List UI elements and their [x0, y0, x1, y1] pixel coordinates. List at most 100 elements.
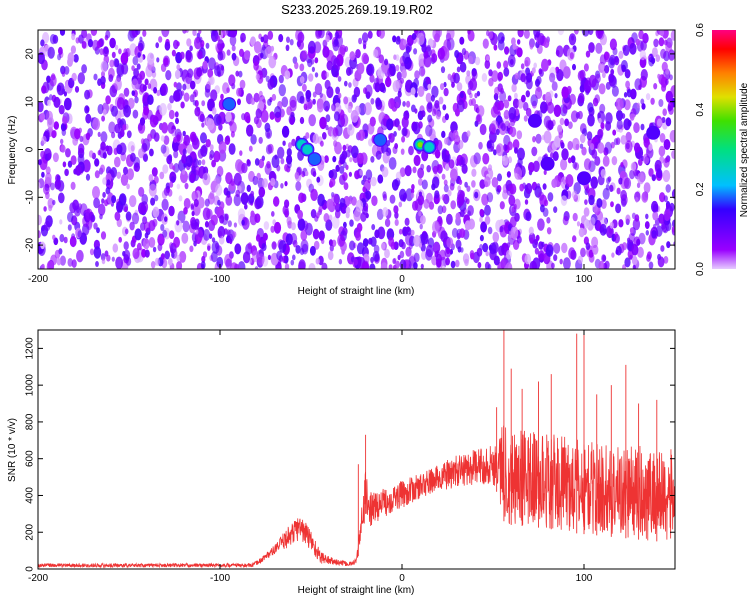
- heatmap-cell: [522, 101, 529, 111]
- heatmap-cell: [656, 118, 663, 127]
- heatmap-cell: [307, 40, 316, 54]
- heatmap-cell: [204, 88, 211, 98]
- heatmap-cell: [345, 206, 351, 215]
- heatmap-cell: [608, 227, 613, 234]
- snr-y-tick-label: 1000: [25, 374, 36, 397]
- heatmap-cell: [516, 47, 523, 58]
- heatmap-cell: [671, 150, 675, 159]
- heatmap-cell: [572, 161, 578, 169]
- heatmap-cell: [553, 206, 558, 214]
- heatmap-cell: [381, 166, 389, 178]
- heatmap-cell: [105, 30, 111, 39]
- heatmap-cell: [588, 42, 595, 53]
- heatmap-cell: [472, 251, 480, 264]
- heatmap-cell: [292, 254, 296, 261]
- heatmap-cell: [113, 58, 119, 68]
- heatmap-cell: [440, 83, 445, 91]
- heatmap-cell: [583, 158, 592, 171]
- heatmap-cell: [537, 218, 545, 231]
- heatmap-cell: [355, 49, 361, 59]
- heatmap-cell: [114, 78, 122, 91]
- heatmap-cell: [350, 109, 359, 123]
- heatmap-cell: [236, 87, 242, 97]
- heatmap-cell: [498, 245, 505, 256]
- heatmap-cell: [313, 240, 320, 250]
- heatmap-cell: [389, 194, 396, 204]
- heatmap-cell: [524, 253, 532, 265]
- heatmap-cell: [58, 46, 63, 55]
- heatmap-cell: [307, 58, 313, 68]
- heatmap-cell: [643, 182, 651, 194]
- heatmap-cell: [391, 179, 399, 191]
- heatmap-cell: [189, 45, 193, 52]
- heatmap-cell: [444, 137, 449, 145]
- heatmap-cell: [100, 164, 105, 173]
- heatmap-cell: [85, 173, 91, 181]
- heatmap-cell: [213, 150, 221, 163]
- heatmap-cell: [164, 41, 171, 51]
- heatmap-cell: [330, 169, 338, 181]
- heatmap-cell: [312, 171, 317, 177]
- heatmap-cell: [559, 59, 567, 72]
- heatmap-cell: [183, 198, 191, 209]
- heatmap-x-tick-label: 0: [399, 274, 405, 285]
- heatmap-cell: [406, 100, 411, 108]
- heatmap-cell: [451, 81, 455, 88]
- heatmap-cell: [397, 254, 401, 261]
- heatmap-cell: [123, 249, 131, 261]
- heatmap-cell: [147, 133, 153, 142]
- snr-y-axis-label: SNR (10 * v/v): [7, 418, 18, 482]
- heatmap-cell: [553, 242, 561, 254]
- heatmap-cell: [65, 148, 71, 158]
- heatmap-cell: [208, 57, 216, 70]
- heatmap-cell: [114, 123, 121, 134]
- heatmap-cell: [658, 213, 665, 224]
- heatmap-cell: [612, 129, 617, 136]
- heatmap-cell: [118, 48, 122, 55]
- heatmap-cell: [119, 129, 125, 138]
- heatmap-cell: [353, 86, 361, 98]
- heatmap-cell: [402, 101, 406, 107]
- heatmap-cell: [658, 145, 666, 157]
- heatmap-cell: [41, 135, 47, 145]
- heatmap-cell: [58, 192, 65, 204]
- heatmap-cell: [43, 183, 50, 195]
- heatmap-cell: [369, 116, 376, 127]
- heatmap-cell: [382, 194, 387, 201]
- heatmap-cell: [508, 194, 516, 206]
- heatmap-cell: [443, 179, 448, 186]
- heatmap-cell: [615, 97, 624, 111]
- heatmap-cell: [484, 215, 491, 225]
- heatmap-cell: [444, 247, 452, 258]
- heatmap-cell: [598, 117, 602, 124]
- heatmap-cell: [229, 35, 237, 46]
- heatmap-cell: [284, 199, 290, 208]
- heatmap-cell: [572, 137, 580, 151]
- heatmap-cell: [254, 197, 262, 210]
- heatmap-cell: [241, 113, 246, 121]
- heatmap-cell: [464, 181, 468, 188]
- heatmap-cell: [63, 91, 67, 97]
- heatmap-cell: [327, 250, 334, 261]
- heatmap-cell: [185, 155, 193, 168]
- heatmap-cell: [588, 30, 594, 36]
- heatmap-cell: [532, 160, 540, 172]
- heatmap-cell: [556, 69, 564, 82]
- heatmap-cell: [459, 61, 467, 73]
- heatmap-cell: [183, 92, 190, 102]
- heatmap-cell: [85, 132, 91, 141]
- heatmap-cell: [459, 36, 465, 45]
- heatmap-cell: [651, 230, 657, 239]
- heatmap-cell: [581, 146, 587, 156]
- heatmap-cell: [285, 44, 290, 51]
- heatmap-cell: [81, 64, 87, 74]
- heatmap-cell: [67, 258, 73, 267]
- colorbar-tick-label: 0.0: [695, 262, 706, 276]
- heatmap-cell: [662, 108, 667, 116]
- heatmap-cell: [594, 156, 601, 166]
- heatmap-cell: [138, 202, 146, 215]
- heatmap-cell: [592, 202, 599, 213]
- heatmap-cell: [176, 183, 181, 190]
- heatmap-cell: [375, 150, 382, 160]
- heatmap-cell: [343, 96, 349, 105]
